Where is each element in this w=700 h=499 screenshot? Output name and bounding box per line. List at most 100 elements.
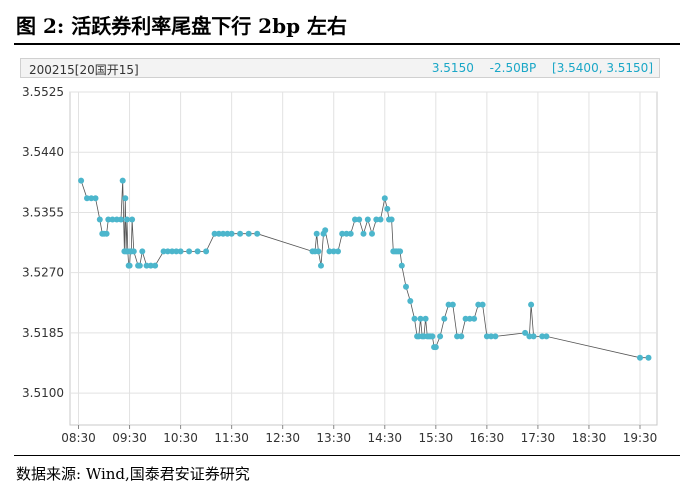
data-point [462,315,469,322]
data-point [96,216,103,223]
data-point [315,248,322,255]
data-point [377,216,384,223]
data-point [347,230,354,237]
data-point [109,216,116,223]
data-point [488,333,495,340]
data-point [177,248,184,255]
data-point [92,195,99,202]
data-point [407,298,414,304]
data-point [466,315,473,322]
data-point [397,248,404,255]
data-point [143,262,150,269]
x-tick-label: 10:30 [163,431,198,445]
source-rule [14,455,680,456]
x-tick-label: 13:30 [316,431,351,445]
x-tick-label: 14:30 [367,431,402,445]
data-point [228,230,235,237]
data-point [543,333,550,340]
quote-header: 200215[20国开15] 3.5150 -2.50BP [3.5400, 3… [20,58,660,78]
data-point [326,248,333,255]
data-point [105,216,112,223]
y-tick-label: 3.5440 [22,145,64,159]
data-point [330,248,337,255]
data-point [103,230,110,237]
y-tick-label: 3.5100 [22,386,64,400]
data-point [645,354,652,361]
data-point [130,248,137,255]
data-point [422,315,429,322]
data-point [339,230,346,237]
bond-name: 200215[20国开15] [29,63,139,77]
data-point [471,315,478,322]
data-point [530,333,537,340]
x-tick-label: 08:30 [61,431,96,445]
data-point [124,216,130,223]
x-tick-label: 12:30 [265,431,300,445]
data-point [475,301,482,308]
data-point [364,216,371,223]
x-tick-label: 09:30 [112,431,147,445]
quote-values: 3.5150 -2.50BP [3.5400, 3.5150] [420,61,653,75]
data-point [211,230,218,237]
data-point [152,262,159,269]
data-point [164,248,171,255]
data-point [458,333,465,340]
data-point [118,216,124,223]
data-point [492,333,499,340]
data-point [335,248,341,255]
data-point [398,262,405,269]
data-point [203,248,210,255]
data-point [528,301,535,308]
data-point [384,205,391,212]
data-point [318,262,324,269]
range-value: [3.5400, 3.5150] [552,61,653,75]
data-point [432,344,439,351]
data-point [437,333,444,340]
data-point [526,333,533,340]
data-point [369,230,375,237]
data-point [483,333,490,340]
data-point [454,333,461,340]
last-value: 3.5150 [431,61,474,75]
data-point [445,301,452,308]
data-point [129,216,136,223]
data-point [479,301,486,308]
data-point [119,177,126,184]
data-point [360,230,367,237]
x-tick-label: 11:30 [214,431,249,445]
data-point [224,230,231,237]
y-tick-label: 3.5270 [22,266,64,280]
data-point [449,301,456,308]
source-note: 数据来源: Wind,国泰君安证券研究 [16,465,250,483]
data-point [352,216,358,223]
data-point [539,333,546,340]
y-tick-label: 3.5185 [22,326,64,340]
data-point [78,177,85,184]
data-point [388,216,395,223]
data-point [194,248,201,255]
data-point [254,230,261,237]
plot-area [69,91,658,426]
x-tick-label: 16:30 [470,431,505,445]
data-point [411,315,418,322]
data-point [343,230,350,237]
data-point [147,262,154,269]
data-point [373,216,380,223]
data-point [637,354,643,361]
data-point [126,262,133,269]
data-point [381,195,388,202]
data-point [215,230,222,237]
data-point [429,333,436,340]
y-tick-label: 3.5355 [22,205,64,219]
data-point [169,248,176,255]
price-chart: 3.5525 3.5440 3.5355 3.5270 3.5185 3.5100 08:3… [22,85,658,445]
change-value: -2.50BP [489,61,537,75]
data-point [245,230,252,237]
data-point [88,195,95,202]
figure-title: 图 2: 活跃券利率尾盘下行 2bp 左右 [16,14,348,38]
data-point [173,248,180,255]
x-tick-label: 17:30 [521,431,556,445]
data-point [136,262,143,269]
data-point [237,230,244,237]
data-point [84,195,90,202]
